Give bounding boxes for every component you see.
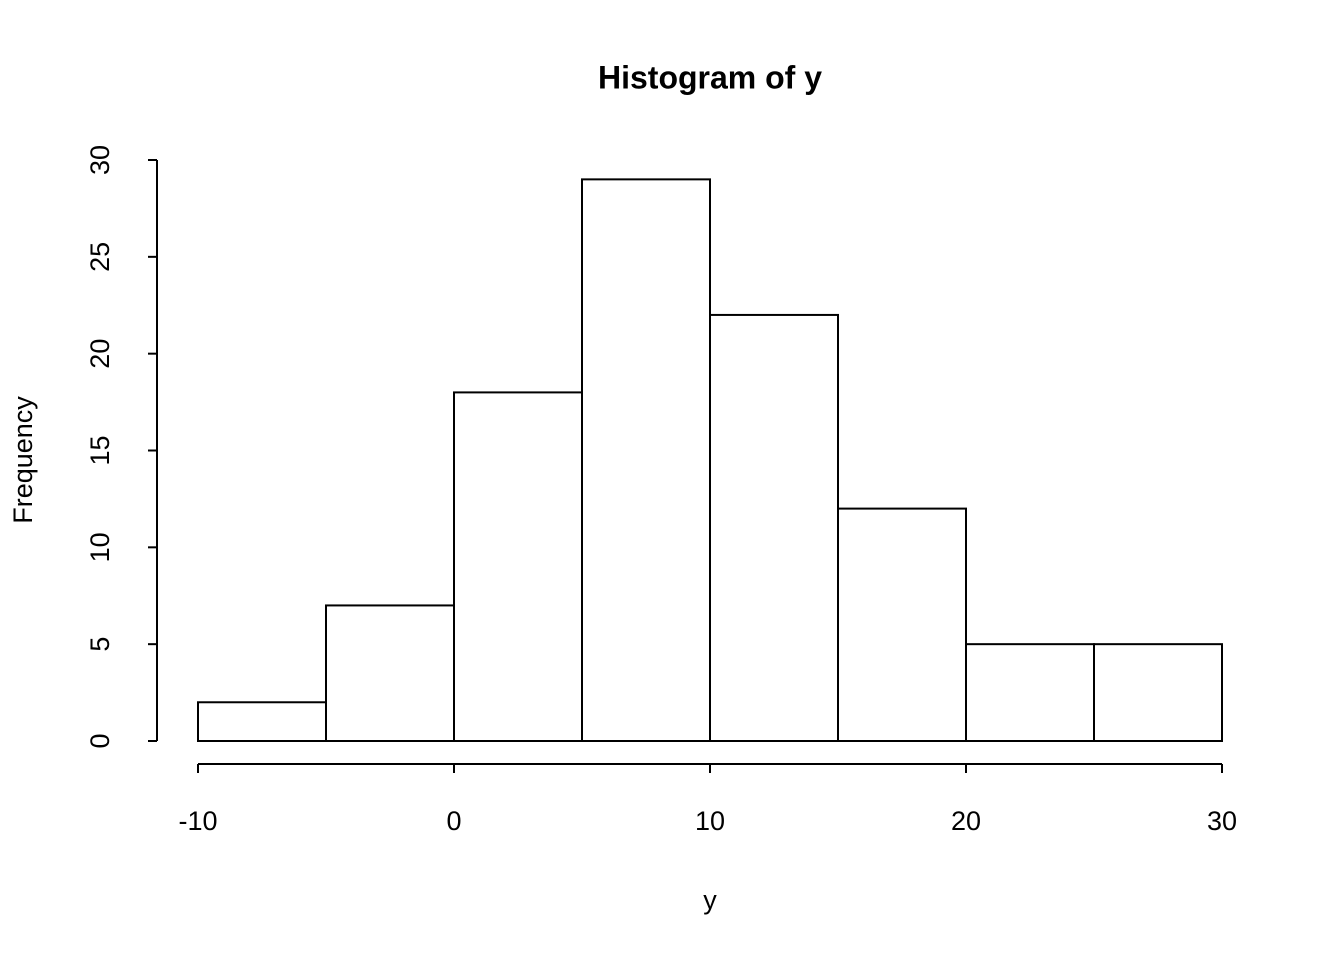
bar <box>1093 643 1223 743</box>
bar <box>453 391 583 742</box>
bar <box>197 701 327 742</box>
chart-title: Histogram of y <box>598 59 822 95</box>
y-tick-label: 20 <box>85 339 115 369</box>
x-tick-label: 30 <box>1207 806 1237 836</box>
y-tick-label: 25 <box>85 242 115 272</box>
y-tick-label: 15 <box>85 435 115 465</box>
bar <box>709 313 839 742</box>
y-tick-label: 5 <box>85 637 115 652</box>
x-axis-label: y <box>703 885 717 915</box>
y-tick-label: 30 <box>85 145 115 175</box>
x-tick-label: 0 <box>446 806 461 836</box>
bar <box>581 178 711 743</box>
x-tick-label: 20 <box>951 806 981 836</box>
bar <box>837 507 967 742</box>
y-tick-label: 0 <box>85 733 115 748</box>
bar <box>965 643 1095 743</box>
y-tick-label: 10 <box>85 532 115 562</box>
x-tick-label: 10 <box>695 806 725 836</box>
x-tick-label: -10 <box>178 806 217 836</box>
y-axis-label: Frequency <box>8 396 38 524</box>
bar <box>325 604 455 743</box>
